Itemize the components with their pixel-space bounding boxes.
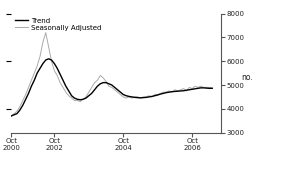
Y-axis label: no.: no. xyxy=(241,73,253,82)
Legend: Trend, Seasonally Adjusted: Trend, Seasonally Adjusted xyxy=(15,17,102,31)
